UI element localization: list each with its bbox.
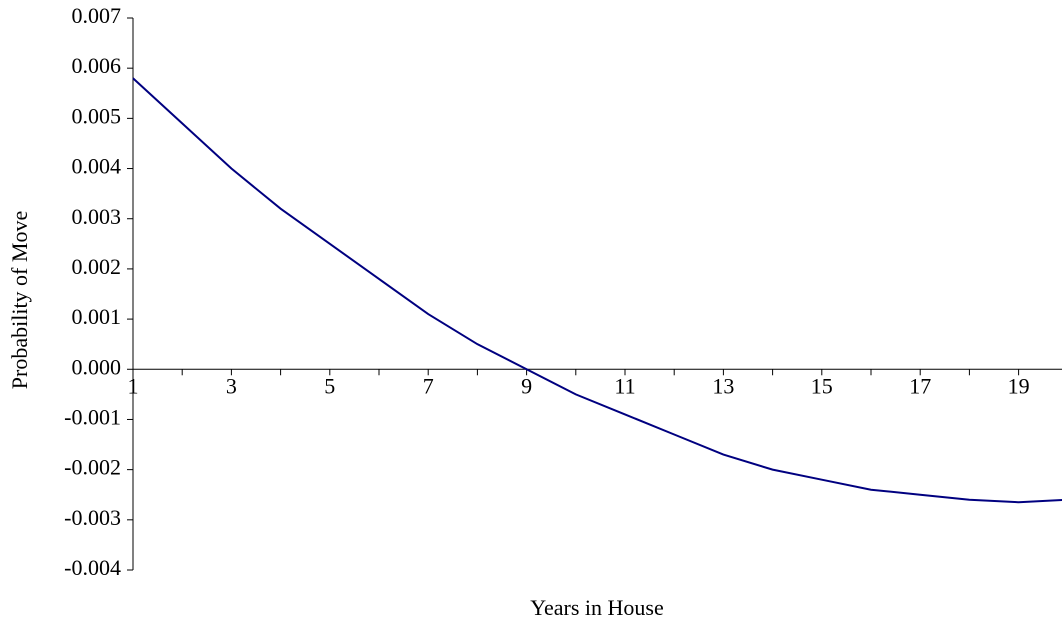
x-tick-label: 7 bbox=[423, 373, 434, 398]
y-tick-label: -0.004 bbox=[64, 555, 121, 580]
x-axis-title: Years in House bbox=[530, 595, 663, 620]
y-tick-label: 0.007 bbox=[72, 3, 122, 28]
y-tick-label: 0.006 bbox=[72, 53, 122, 78]
y-tick-label: 0.001 bbox=[72, 304, 122, 329]
x-tick-label: 5 bbox=[324, 373, 335, 398]
x-tick-label: 11 bbox=[614, 373, 635, 398]
y-tick-label: -0.001 bbox=[64, 405, 121, 430]
y-tick-label: 0.000 bbox=[72, 354, 122, 379]
data-line bbox=[132, 77, 1062, 504]
y-tick-label: 0.004 bbox=[72, 154, 122, 179]
y-axis-title: Probability of Move bbox=[7, 211, 32, 389]
y-tick-label: 0.005 bbox=[72, 103, 122, 128]
y-tick-label: -0.002 bbox=[64, 455, 121, 480]
x-tick-label: 15 bbox=[811, 373, 833, 398]
x-tick-label: 3 bbox=[226, 373, 237, 398]
y-tick-label: 0.003 bbox=[72, 204, 122, 229]
y-tick-label: -0.003 bbox=[64, 505, 121, 530]
x-tick-label: 9 bbox=[521, 373, 532, 398]
y-tick-label: 0.002 bbox=[72, 254, 122, 279]
x-tick-label: 19 bbox=[1008, 373, 1030, 398]
x-tick-label: 13 bbox=[712, 373, 734, 398]
x-tick-label: 17 bbox=[909, 373, 931, 398]
x-tick-label: 1 bbox=[128, 373, 139, 398]
